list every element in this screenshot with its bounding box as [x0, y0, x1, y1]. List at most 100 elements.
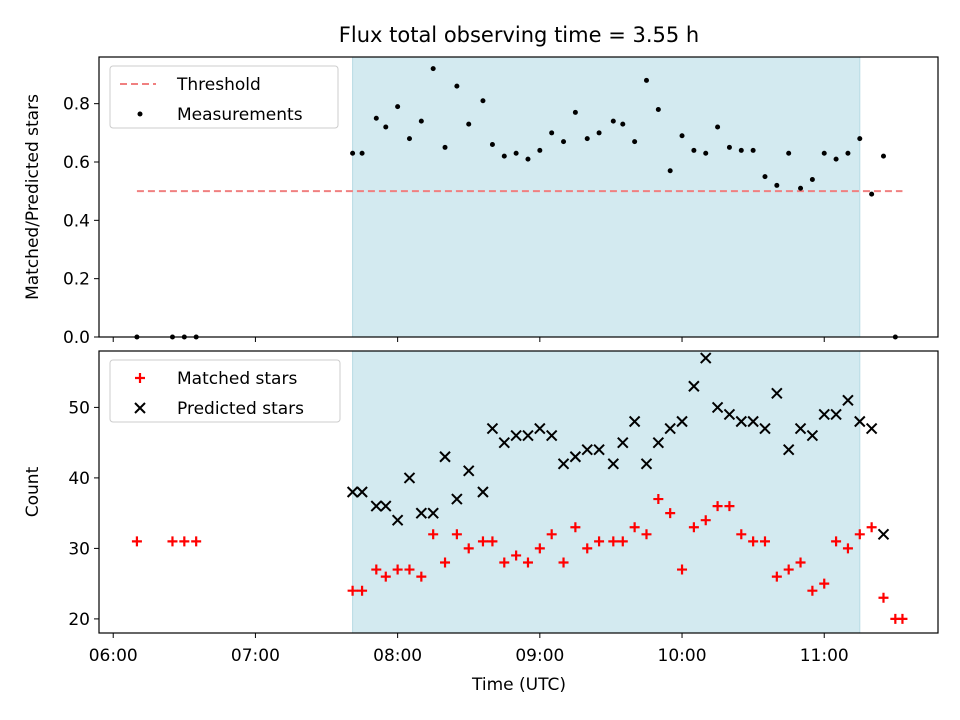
data-point [522, 429, 534, 442]
data-point [357, 585, 368, 596]
data-point [798, 185, 804, 191]
data-point [347, 585, 358, 596]
data-point [395, 104, 401, 110]
data-point [511, 550, 522, 561]
data-point [356, 486, 368, 498]
data-point [404, 564, 415, 575]
data-point [167, 536, 178, 547]
legend-marker-swatch [137, 111, 143, 117]
data-point [723, 408, 736, 421]
axes-frame [98, 56, 939, 338]
y-tick-label: 40 [68, 469, 90, 489]
data-point [525, 156, 531, 162]
data-point [510, 429, 522, 442]
x-tick-label: 10:00 [658, 646, 707, 666]
data-point [451, 529, 462, 540]
data-point [736, 529, 747, 540]
data-point [809, 177, 815, 182]
data-point [617, 536, 628, 547]
data-point [880, 153, 886, 159]
data-point [442, 144, 448, 150]
data-point [406, 136, 412, 142]
observing-window-span [352, 350, 861, 634]
data-point [346, 486, 359, 498]
data-point [391, 514, 404, 526]
data-point [607, 458, 620, 470]
data-point [418, 118, 424, 124]
data-point [570, 522, 581, 533]
data-point [726, 144, 732, 150]
data-point [359, 150, 365, 156]
data-point [833, 156, 839, 162]
data-point [380, 571, 391, 582]
data-point [594, 536, 605, 547]
data-point [380, 500, 392, 512]
data-point [830, 408, 842, 421]
y-axis-label: Count [23, 466, 43, 517]
data-point [561, 139, 567, 145]
y-tick-label: 0.0 [63, 328, 90, 348]
data-point [463, 465, 475, 477]
data-point [392, 564, 403, 575]
data-point [640, 458, 653, 470]
legend-label: Measurements [177, 105, 303, 125]
data-point [877, 528, 890, 541]
data-point [466, 121, 472, 127]
data-point [845, 150, 851, 156]
data-point [653, 494, 664, 505]
data-point [711, 401, 724, 414]
data-point [557, 458, 570, 470]
data-point [842, 543, 853, 554]
data-point [688, 380, 700, 392]
data-point [724, 501, 735, 512]
data-point [854, 415, 866, 428]
y-tick-label: 0.6 [63, 153, 90, 173]
y-tick-label: 30 [68, 539, 90, 559]
data-point [750, 147, 756, 153]
data-point [679, 133, 685, 139]
data-point [486, 422, 499, 435]
data-point [534, 543, 545, 554]
x-tick-label: 11:00 [800, 646, 849, 666]
data-point [715, 124, 721, 130]
data-point [131, 536, 142, 547]
data-point [593, 443, 605, 456]
data-point [480, 98, 486, 104]
data-point [854, 529, 865, 540]
data-point [569, 451, 582, 463]
data-point [676, 415, 688, 428]
data-point [584, 136, 590, 142]
data-point [499, 557, 510, 568]
data-point [191, 536, 202, 547]
data-point [869, 191, 875, 197]
y-tick-label: 0.8 [63, 95, 90, 115]
data-point [794, 422, 807, 435]
data-point [522, 557, 533, 568]
data-point [440, 557, 451, 568]
data-point [667, 168, 673, 174]
legend-label: Predicted stars [177, 399, 304, 419]
data-point [735, 415, 747, 428]
data-point [807, 585, 818, 596]
data-point [549, 130, 555, 136]
data-point [596, 130, 602, 136]
data-point [643, 77, 649, 83]
data-point [842, 394, 854, 407]
chart-title: Flux total observing time = 3.55 h [339, 23, 699, 47]
y-axis-label: Matched/Predicted stars [23, 94, 43, 300]
data-point [831, 536, 842, 547]
data-point [819, 578, 830, 589]
data-point [700, 352, 712, 364]
data-point [489, 142, 495, 147]
data-point [629, 522, 640, 533]
data-point [806, 429, 819, 442]
data-point [545, 429, 558, 442]
data-point [747, 415, 759, 428]
data-point [700, 515, 711, 526]
data-point [463, 543, 474, 554]
legend-marker-swatch [134, 402, 146, 414]
data-point [677, 564, 688, 575]
data-point [759, 422, 771, 435]
data-point [572, 109, 578, 115]
